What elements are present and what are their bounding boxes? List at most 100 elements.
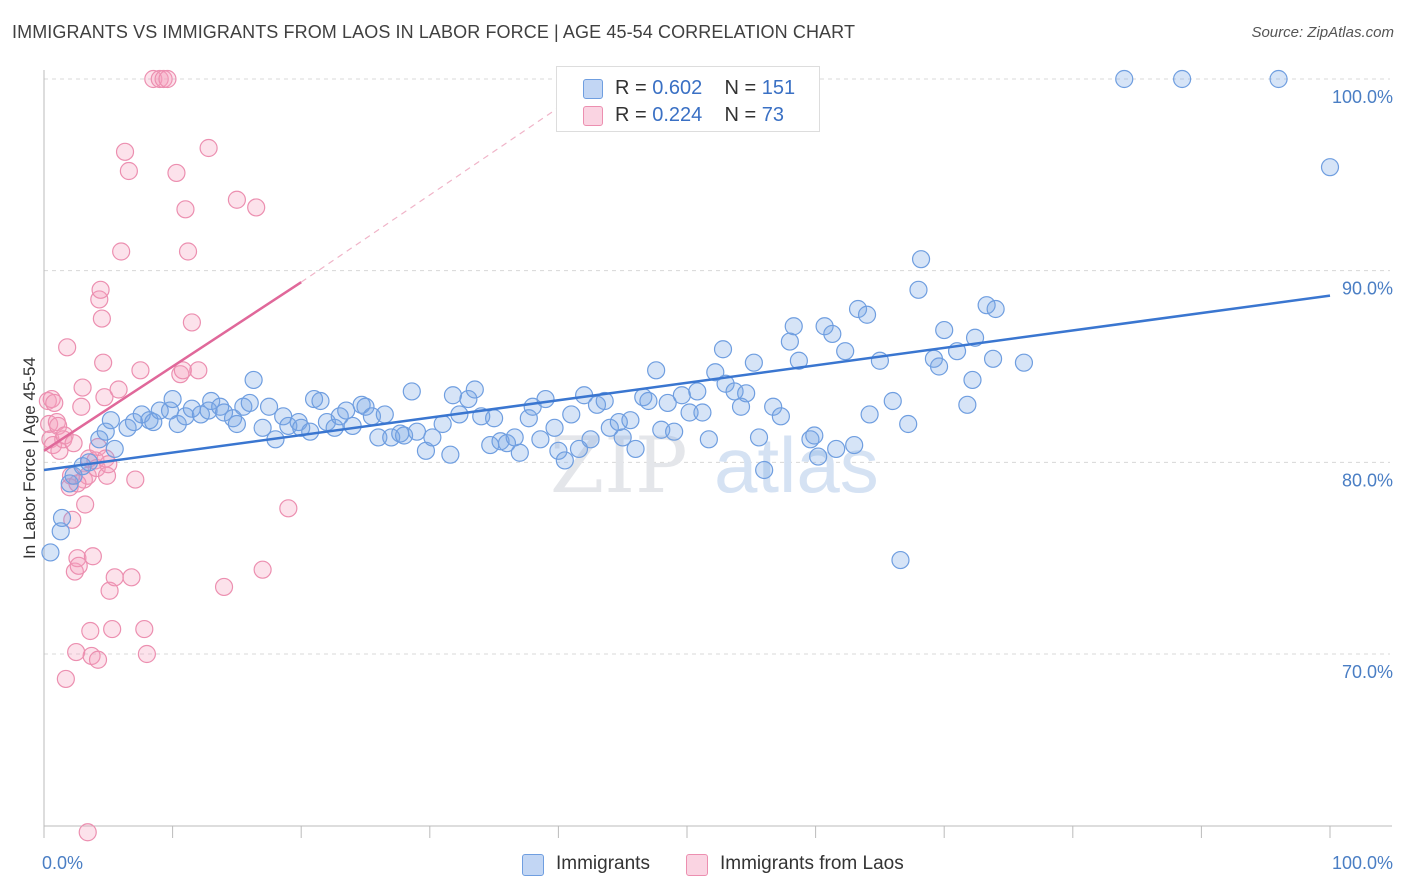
- immigrants-point: [549, 441, 568, 460]
- immigrants-point: [688, 382, 707, 401]
- series-legend-label: Immigrants: [556, 853, 650, 874]
- legend-r-label: R =: [615, 77, 653, 99]
- gridlines: [44, 78, 1390, 655]
- watermark: ZIP atlas: [550, 421, 879, 511]
- laos-point: [122, 568, 141, 587]
- immigrants-point: [809, 447, 828, 466]
- correlation-legend: R = 0.602 N = 151 R = 0.224 N = 73: [556, 66, 820, 132]
- y-tick-label: 80.0%: [1342, 470, 1393, 490]
- immigrants-point: [202, 391, 221, 411]
- laos-point: [81, 621, 100, 641]
- laos-point: [154, 69, 173, 89]
- immigrants-point: [595, 391, 614, 411]
- immigrants-point: [883, 391, 902, 411]
- immigrants-point: [672, 386, 691, 405]
- legend-r-value: 0.224: [652, 104, 703, 126]
- immigrants-point: [1173, 69, 1192, 89]
- immigrants-point: [789, 351, 808, 370]
- laos-point: [199, 138, 218, 158]
- laos-point: [214, 577, 234, 597]
- laos-point: [72, 397, 91, 416]
- immigrants-point: [536, 389, 555, 409]
- immigrants-point: [244, 370, 263, 390]
- immigrants-point: [301, 422, 320, 441]
- y-tick-label: 100.0%: [1332, 87, 1393, 107]
- immigrants-point: [124, 412, 144, 432]
- series-swatch-pink: [686, 854, 708, 876]
- immigrants-point: [407, 422, 427, 441]
- immigrants-trend-line: [43, 294, 1331, 472]
- immigrants-point: [96, 422, 115, 441]
- immigrants-point: [911, 250, 931, 269]
- laos-point: [49, 416, 68, 436]
- laos-point: [253, 560, 272, 579]
- immigrants-point: [658, 393, 677, 413]
- immigrants-point: [356, 397, 375, 416]
- laos-point: [167, 163, 186, 183]
- laos-point: [45, 393, 64, 413]
- laos-point: [119, 161, 138, 181]
- immigrants-point: [52, 508, 72, 528]
- x-tick-labels: 0.0% 100.0%: [42, 853, 1393, 873]
- immigrants-point: [963, 370, 982, 390]
- immigrants-point: [755, 460, 774, 480]
- immigrants-point: [764, 397, 783, 416]
- laos-point: [247, 198, 266, 217]
- immigrants-point: [1269, 69, 1288, 89]
- immigrants-point: [731, 397, 751, 416]
- immigrants-point: [433, 414, 452, 434]
- immigrants-point: [423, 428, 442, 447]
- laos-point: [58, 338, 77, 357]
- immigrants-point: [459, 389, 478, 409]
- laos-point: [150, 69, 169, 89]
- immigrants-point: [823, 324, 842, 344]
- y-axis-label: In Labor Force | Age 45-54: [20, 357, 39, 559]
- laos-trend-extension: [300, 107, 559, 283]
- immigrants-point: [744, 353, 763, 372]
- laos-point: [109, 380, 128, 399]
- immigrants-point: [749, 428, 769, 447]
- laos-point: [69, 556, 88, 575]
- immigrants-point: [240, 393, 259, 413]
- immigrants-point: [827, 439, 846, 459]
- immigrants-point: [443, 386, 463, 405]
- immigrants-point: [706, 363, 725, 382]
- x-tick-label-min: 0.0%: [42, 853, 83, 873]
- laos-point: [64, 434, 83, 453]
- laos-point: [131, 361, 150, 380]
- immigrants-point: [836, 342, 855, 361]
- chart-title: IMMIGRANTS VS IMMIGRANTS FROM LAOS IN LA…: [12, 22, 856, 42]
- watermark-atlas: atlas: [714, 421, 879, 509]
- laos-point: [90, 290, 109, 309]
- laos-point: [97, 466, 117, 485]
- immigrants-point: [958, 395, 977, 414]
- immigrants-point: [519, 409, 538, 428]
- laos-trend-line: [43, 281, 302, 452]
- immigrants-point: [771, 407, 790, 426]
- laos-point: [135, 619, 154, 639]
- immigrants-point: [531, 430, 550, 449]
- laos-point: [94, 353, 113, 372]
- immigrants-point: [402, 382, 421, 401]
- laos-point: [56, 669, 75, 689]
- laos-point: [227, 190, 246, 209]
- immigrants-point: [805, 426, 824, 445]
- legend-r-value: 0.602: [652, 77, 703, 99]
- immigrants-point: [581, 430, 600, 449]
- immigrants-point: [214, 403, 234, 422]
- laos-point: [92, 309, 111, 328]
- immigrants-point: [304, 389, 324, 409]
- legend-n-value: 73: [761, 104, 785, 126]
- laos-point: [91, 280, 110, 299]
- laos-point: [115, 142, 135, 161]
- immigrants-point: [485, 409, 504, 428]
- immigrants-point: [977, 296, 996, 315]
- immigrants-point: [311, 391, 330, 411]
- laos-point: [88, 650, 108, 669]
- immigrants-point: [737, 384, 756, 403]
- x-tick-label-max: 100.0%: [1332, 853, 1393, 873]
- trend-lines: [43, 107, 1331, 472]
- legend-n-value: 151: [761, 77, 796, 99]
- immigrants-point: [891, 550, 910, 570]
